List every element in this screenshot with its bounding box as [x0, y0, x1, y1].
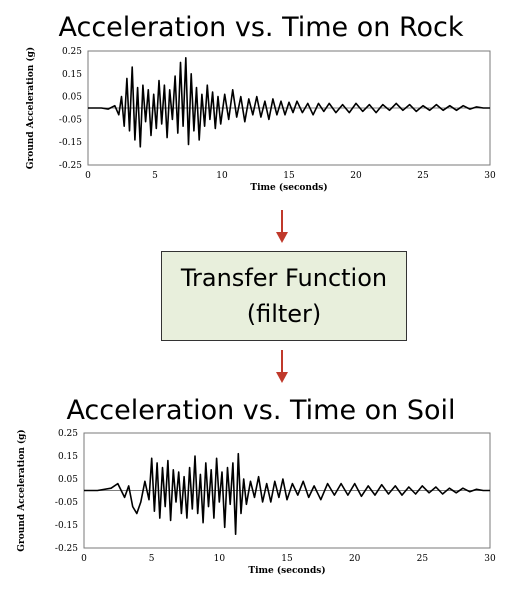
series-line-0 [88, 57, 490, 148]
x-tick-label: 30 [484, 171, 496, 181]
x-tick-label: 15 [283, 171, 295, 181]
y-tick-label: -0.05 [59, 115, 82, 125]
down-arrow-icon [276, 350, 288, 383]
rock-acceleration-chart: 0 5 10 15 20 25 30 0.25 0.15 0.05 -0.05 -0.15 -0.25 T… [25, 47, 496, 193]
transfer-function-box: Transfer Function (filter) [161, 251, 407, 341]
down-arrow-icon [276, 210, 288, 243]
x-tick-label: 0 [81, 554, 87, 564]
y-tick-label: 0.05 [62, 93, 82, 103]
y-tick-label: 0.25 [58, 429, 78, 439]
arrow-head [276, 372, 288, 383]
x-tick-label: 5 [152, 171, 158, 181]
soil-chart-title: Acceleration vs. Time on Soil [66, 395, 456, 426]
y-tick-label: -0.25 [55, 544, 78, 554]
x-tick-label: 30 [484, 554, 496, 564]
y-tick-label: -0.15 [55, 521, 78, 531]
series-line-0 [84, 452, 490, 535]
x-tick-label: 10 [216, 171, 228, 181]
x-tick-label: 5 [149, 554, 155, 564]
x-tick-label: 25 [417, 171, 429, 181]
x-tick-label: 20 [349, 554, 361, 564]
rock-chart-title: Acceleration vs. Time on Rock [58, 12, 464, 43]
arrow-head [276, 232, 288, 243]
y-tick-label: 0.15 [58, 452, 78, 462]
y-tick-label: 0.25 [62, 47, 82, 57]
x-tick-label: 20 [350, 171, 362, 181]
x-tick-label: 10 [214, 554, 226, 564]
x-tick-label: 0 [85, 171, 91, 181]
x-axis-label: Time (seconds) [250, 182, 327, 193]
y-axis-label: Ground Acceleration (g) [25, 47, 36, 169]
y-tick-label: -0.15 [59, 138, 82, 148]
y-tick-label: 0.05 [58, 475, 78, 485]
soil-acceleration-chart: 0 5 10 15 20 25 30 0.25 0.15 0.05 -0.05 -0.15 -0.25 T… [16, 429, 496, 576]
x-axis-label: Time (seconds) [248, 565, 325, 576]
filter-box-line2: (filter) [246, 300, 322, 328]
y-axis-label: Ground Acceleration (g) [16, 429, 27, 551]
y-tick-label: 0.15 [62, 70, 82, 80]
y-tick-label: -0.25 [59, 161, 82, 171]
x-tick-label: 25 [417, 554, 429, 564]
x-tick-label: 15 [281, 554, 293, 564]
filter-box-line1: Transfer Function [180, 264, 388, 292]
y-tick-label: -0.05 [55, 498, 78, 508]
